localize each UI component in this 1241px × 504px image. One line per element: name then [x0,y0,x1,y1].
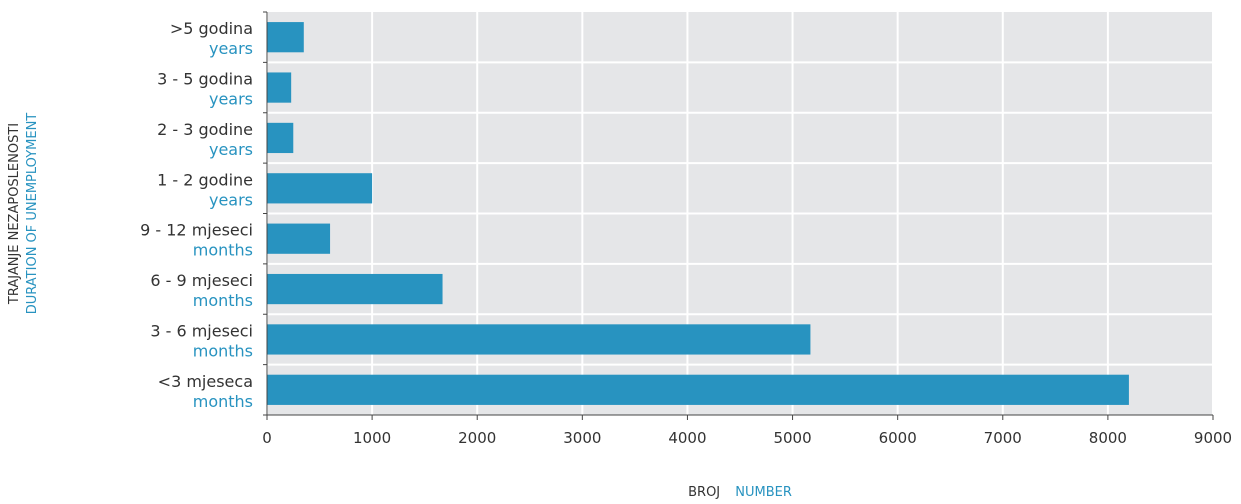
category-sublabel: years [209,190,253,209]
category-sublabel: years [209,39,253,58]
x-tick-label: 8000 [1089,429,1127,447]
bar [267,374,1129,405]
x-tick-label: 9000 [1194,429,1232,447]
x-axis-title-sub: NUMBER [735,485,792,500]
x-tick-label: 5000 [773,429,811,447]
bar [267,273,443,305]
bar [267,72,292,103]
x-tick-labels: 0 1000 2000 3000 4000 5000 6000 7000 8000 9000 [262,429,1232,447]
x-axis-title: BROJ NUMBER [688,481,792,500]
category-label: 2 - 3 godine [157,120,253,139]
y-axis-title-main: TRAJANJE NEZAPOSLENOSTI [7,123,22,305]
x-axis-title-main: BROJ [688,485,720,500]
category-label: 6 - 9 mjeseci [150,271,253,290]
category-sublabel: years [209,90,253,109]
category-label: >5 godina [170,19,253,38]
bars [267,22,1129,405]
axes [263,11,1214,420]
x-tick-label: 2000 [458,429,496,447]
x-tick-label: 4000 [668,429,706,447]
category-label: 1 - 2 godine [157,170,253,189]
bar [267,324,811,355]
category-sublabel: months [193,291,253,310]
category-label: 3 - 6 mjeseci [150,321,253,340]
category-sublabel: months [193,392,253,411]
x-tick-label: 3000 [563,429,601,447]
grid [266,12,1214,415]
category-label: 9 - 12 mjeseci [140,221,253,240]
category-label: 3 - 5 godina [157,70,253,89]
category-sublabel: months [193,241,253,260]
bar [267,22,304,53]
x-tick-label: 1000 [353,429,391,447]
category-label: <3 mjeseca [158,372,253,391]
category-sublabel: months [193,341,253,360]
bar [267,223,331,254]
x-tick-label: 7000 [984,429,1022,447]
category-sublabel: years [209,140,253,159]
bar [267,122,294,154]
bar [267,173,373,204]
x-tick-label: 0 [262,429,272,447]
y-axis-title-sub: DURATION OF UNEMPLOYMENT [25,113,40,315]
x-tick-label: 6000 [879,429,917,447]
